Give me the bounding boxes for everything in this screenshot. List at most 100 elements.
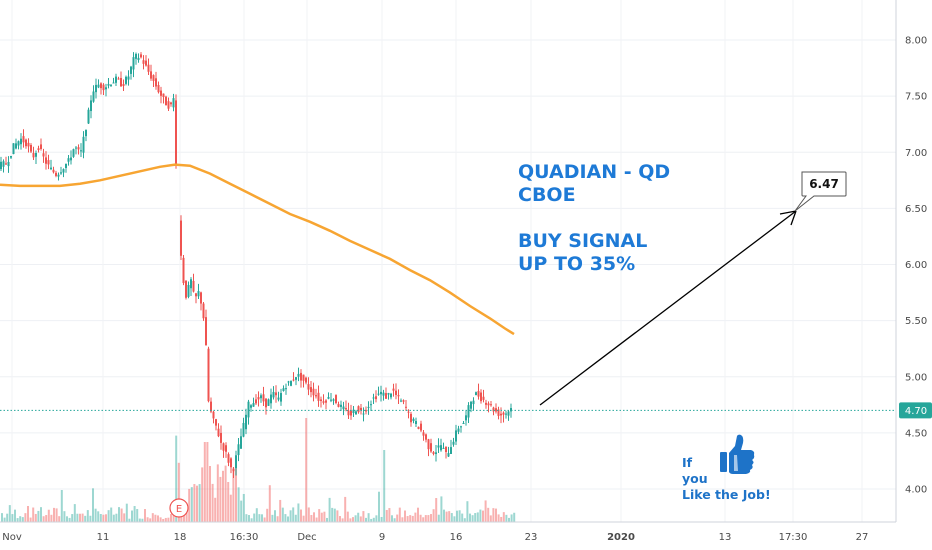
- candle-body: [460, 426, 462, 428]
- target-arrow-line: [539, 210, 797, 406]
- volume-bar: [398, 507, 401, 522]
- candle-body: [465, 415, 467, 421]
- volume-bar: [32, 507, 35, 522]
- candle-body: [7, 161, 10, 167]
- volume-bar: [437, 514, 440, 522]
- volume-bar: [388, 508, 391, 522]
- candle-body: [297, 373, 300, 377]
- volume-bar: [245, 514, 248, 522]
- volume-bar: [229, 494, 232, 522]
- candle-body: [282, 388, 285, 391]
- volume-bar: [495, 508, 497, 522]
- volume-bar: [253, 513, 256, 522]
- candle-body: [190, 279, 192, 289]
- volume-bar: [138, 518, 141, 522]
- volume-bar: [427, 515, 430, 522]
- candle-body: [452, 441, 455, 445]
- candle-body: [100, 83, 102, 89]
- candle-body: [277, 397, 280, 400]
- candle-body: [232, 468, 235, 472]
- volume-bar: [76, 513, 79, 522]
- candle-body: [290, 381, 292, 386]
- earnings-marker-label: E: [176, 504, 182, 515]
- volume-bar: [144, 509, 146, 522]
- candle-body: [157, 85, 160, 93]
- candle-body: [380, 391, 382, 395]
- volume-bar: [118, 507, 120, 522]
- volume-bar: [508, 517, 510, 522]
- candle-body: [205, 317, 207, 346]
- volume-bar: [453, 516, 456, 522]
- current-price-tag: 4.70: [899, 402, 932, 419]
- candle-body: [347, 410, 350, 416]
- candle-body: [395, 390, 397, 395]
- candle-body: [92, 91, 95, 102]
- volume-bar: [279, 499, 282, 522]
- volume-bar: [60, 490, 63, 522]
- candle-body: [130, 66, 132, 74]
- candle-body: [330, 399, 332, 401]
- candle-body: [417, 426, 420, 429]
- volume-bar: [318, 509, 321, 522]
- candle-body: [0, 161, 2, 170]
- volume-bar: [172, 509, 175, 522]
- candle-body: [482, 396, 485, 400]
- like-line3: Like the Job!: [682, 487, 771, 502]
- candle-body: [312, 388, 315, 396]
- volume-bar: [419, 514, 422, 522]
- volume-bar: [203, 442, 206, 522]
- volume-bar: [219, 476, 222, 522]
- candle-body: [180, 220, 182, 256]
- volume-bar: [146, 517, 149, 522]
- y-tick-label: 4.50: [905, 428, 927, 439]
- volume-bar: [505, 514, 508, 522]
- volume-bar: [97, 511, 100, 522]
- candlesticks: [0, 52, 512, 478]
- volume-bar: [326, 517, 328, 522]
- volume-bar: [341, 518, 344, 522]
- candle-body: [125, 76, 127, 84]
- candle-body: [155, 78, 157, 87]
- volume-bar: [297, 503, 300, 522]
- volume-bar: [357, 512, 360, 522]
- candle-body: [382, 392, 385, 396]
- candle-body: [362, 413, 365, 415]
- candle-body: [247, 401, 250, 418]
- candle-body: [350, 410, 352, 416]
- candle-body: [17, 141, 20, 146]
- earnings-marker[interactable]: E: [169, 498, 189, 518]
- candle-body: [320, 399, 322, 402]
- volume-bar: [354, 515, 357, 522]
- target-callout[interactable]: 6.47: [794, 171, 847, 212]
- candle-body: [67, 158, 70, 162]
- volume-bar: [274, 510, 276, 522]
- volume-bar: [73, 504, 76, 522]
- candle-body: [502, 412, 505, 415]
- candle-body: [185, 280, 187, 298]
- candle-body: [365, 410, 367, 412]
- candle-body: [150, 71, 152, 79]
- volume-bar: [175, 435, 178, 522]
- candle-body: [487, 403, 490, 406]
- volume-bar: [349, 518, 352, 522]
- volume-bar: [105, 514, 107, 522]
- volume-bar: [14, 509, 16, 522]
- volume-bar: [510, 514, 513, 522]
- candle-body: [52, 169, 55, 173]
- volume-bar: [107, 510, 110, 522]
- candle-body: [167, 101, 170, 109]
- candle-body: [22, 136, 25, 143]
- candle-body: [340, 404, 342, 407]
- volume-bar: [315, 517, 318, 522]
- volume-bar: [157, 515, 159, 522]
- volume-bar: [313, 512, 315, 522]
- volume-bar: [271, 514, 274, 522]
- volume-bar: [378, 491, 380, 522]
- volume-bar: [258, 514, 261, 522]
- candle-body: [55, 172, 57, 176]
- candle-body: [15, 143, 17, 149]
- volume-bar: [123, 513, 126, 522]
- target-label: 6.47: [809, 177, 839, 191]
